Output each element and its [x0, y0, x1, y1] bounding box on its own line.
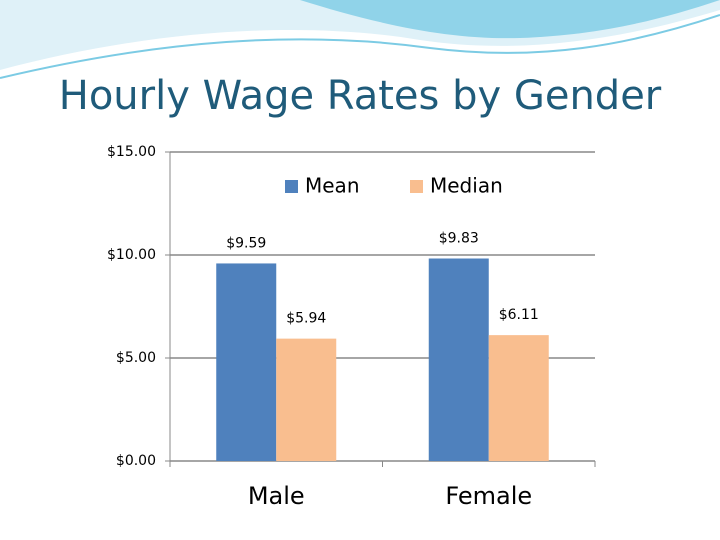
legend-swatch	[410, 180, 423, 193]
value-label: $9.83	[439, 231, 479, 247]
bar	[488, 335, 549, 461]
y-tick-label: $15.00	[107, 144, 156, 160]
legend-swatch	[285, 180, 298, 193]
legend-label: Median	[430, 174, 503, 198]
bar	[276, 338, 337, 461]
legend-label: Mean	[305, 174, 360, 198]
x-tick-label: Female	[445, 482, 532, 510]
bar	[216, 263, 277, 461]
value-label: $9.59	[226, 235, 266, 251]
decor-wave	[300, 0, 720, 39]
bar	[428, 258, 489, 461]
slide-title: Hourly Wage Rates by Gender	[59, 73, 662, 119]
y-tick-label: $0.00	[116, 453, 156, 469]
x-tick-label: Male	[248, 482, 305, 510]
value-label: $5.94	[286, 311, 326, 327]
decor-wave	[0, 14, 720, 79]
y-tick-label: $5.00	[116, 350, 156, 366]
value-label: $6.11	[499, 307, 539, 323]
y-tick-label: $10.00	[107, 247, 156, 263]
